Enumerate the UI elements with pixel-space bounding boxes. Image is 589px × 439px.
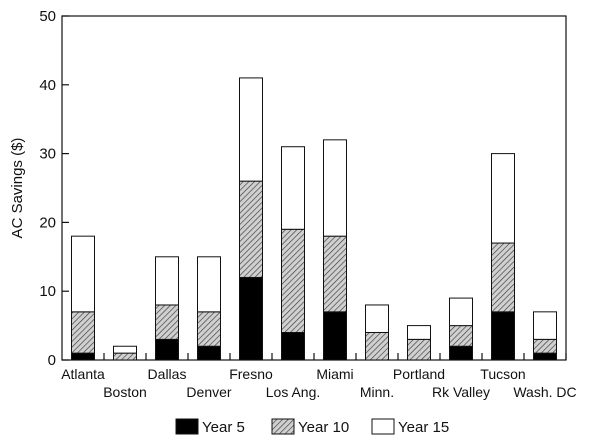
bar-segment-year-10 (491, 242, 515, 313)
y-tick-label: 10 (39, 283, 56, 300)
bar-segment-year-10 (113, 352, 137, 361)
legend-swatch (371, 418, 395, 435)
bar-segment-year-10 (407, 338, 431, 361)
x-category-label: Denver (186, 384, 231, 400)
bar-segment-year-15 (113, 345, 137, 354)
bar-segment-year-5 (491, 311, 515, 361)
bar-segment-year-10 (197, 311, 221, 347)
bar-segment-year-5 (281, 331, 305, 361)
legend-label: Year 15 (398, 419, 449, 436)
bar-segment-year-5 (239, 276, 263, 361)
y-tick-label: 0 (48, 352, 56, 369)
x-category-label: Minn. (360, 384, 394, 400)
legend-label: Year 10 (298, 419, 349, 436)
x-category-label: Los Ang. (266, 384, 321, 400)
bar-segment-year-10 (155, 304, 179, 340)
x-category-label: Fresno (229, 366, 273, 382)
bar-segment-year-10 (365, 331, 389, 361)
x-category-label: Portland (393, 366, 445, 382)
bar-segment-year-15 (239, 77, 263, 182)
bar-segment-year-15 (533, 311, 557, 340)
x-category-label: Rk Valley (432, 384, 490, 400)
bar-segment-year-5 (449, 345, 473, 361)
bar-segment-year-10 (449, 325, 473, 347)
bar-segment-year-10 (239, 180, 263, 278)
legend-swatch (271, 418, 295, 435)
bar-segment-year-15 (365, 304, 389, 333)
x-category-label: Boston (103, 384, 147, 400)
x-category-label: Tucson (480, 366, 525, 382)
bars (71, 77, 567, 361)
bar-segment-year-15 (491, 153, 515, 244)
legend-label: Year 5 (202, 419, 245, 436)
bar-segment-year-15 (197, 256, 221, 313)
bar-segment-year-15 (323, 139, 347, 237)
y-tick-label: 40 (39, 77, 56, 94)
bar-segment-year-15 (449, 297, 473, 327)
legend-swatch (175, 418, 199, 435)
bar-segment-year-10 (323, 235, 347, 313)
bar-segment-year-5 (533, 352, 557, 361)
bar-segment-year-15 (281, 146, 305, 230)
x-category-label: Miami (316, 366, 353, 382)
x-category-label: Dallas (148, 366, 187, 382)
x-category-label: Wash. DC (513, 384, 576, 400)
bar-segment-year-15 (155, 256, 179, 306)
y-tick-label: 30 (39, 146, 56, 163)
bar-segment-year-5 (323, 311, 347, 361)
bar-segment-year-10 (71, 311, 95, 354)
y-axis-label: AC Savings ($) (9, 138, 26, 239)
y-axis: 0 10 20 30 40 50 (39, 8, 69, 369)
legend: Year 5 Year 10 Year 15 (175, 418, 449, 436)
bar-segment-year-10 (533, 338, 557, 354)
bar-segment-year-5 (155, 338, 179, 361)
bar-segment-year-5 (71, 352, 95, 361)
x-category-label: Atlanta (61, 366, 105, 382)
plot-frame (61, 15, 567, 361)
bar-segment-year-5 (197, 345, 221, 361)
y-tick-label: 50 (39, 8, 56, 25)
y-tick-label: 20 (39, 214, 56, 231)
bar-segment-year-15 (71, 235, 95, 313)
bar-segment-year-10 (281, 228, 305, 333)
bar-segment-year-15 (407, 325, 431, 340)
